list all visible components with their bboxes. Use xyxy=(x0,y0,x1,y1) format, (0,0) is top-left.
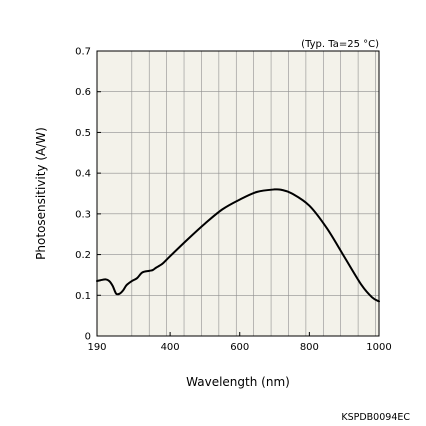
measurement-condition: (Typ. Ta=25 °C) xyxy=(301,39,379,50)
y-tick-label: 0.7 xyxy=(75,47,91,58)
y-tick-label: 0.5 xyxy=(75,128,91,139)
x-tick-label: 400 xyxy=(161,342,180,353)
y-tick-label: 0 xyxy=(85,332,91,343)
x-axis-label: Wavelength (nm) xyxy=(186,375,290,389)
series-line xyxy=(96,188,380,303)
figure-code: KSPDB0094EC xyxy=(341,412,410,423)
y-tick-label: 0.3 xyxy=(75,209,91,220)
y-tick-label: 0.2 xyxy=(75,250,91,261)
ticks-layer: 0 0.1 0.2 0.3 0.4 0.5 0.6 0.7 190 400 600 800 1000 xyxy=(75,47,392,354)
plot-frame xyxy=(96,50,380,337)
y-tick-label: 0.4 xyxy=(75,169,91,180)
x-tick-label: 1000 xyxy=(366,342,391,353)
x-tick-label: 800 xyxy=(300,342,319,353)
grid-layer xyxy=(97,51,379,336)
x-tick-label: 600 xyxy=(230,342,249,353)
y-axis-label: Photosensitivity (A/W) xyxy=(34,127,48,260)
plot-area xyxy=(97,51,379,336)
y-tick-label: 0.6 xyxy=(75,87,91,98)
x-tick-label: 190 xyxy=(87,342,106,353)
y-tick-label: 0.1 xyxy=(75,291,91,302)
